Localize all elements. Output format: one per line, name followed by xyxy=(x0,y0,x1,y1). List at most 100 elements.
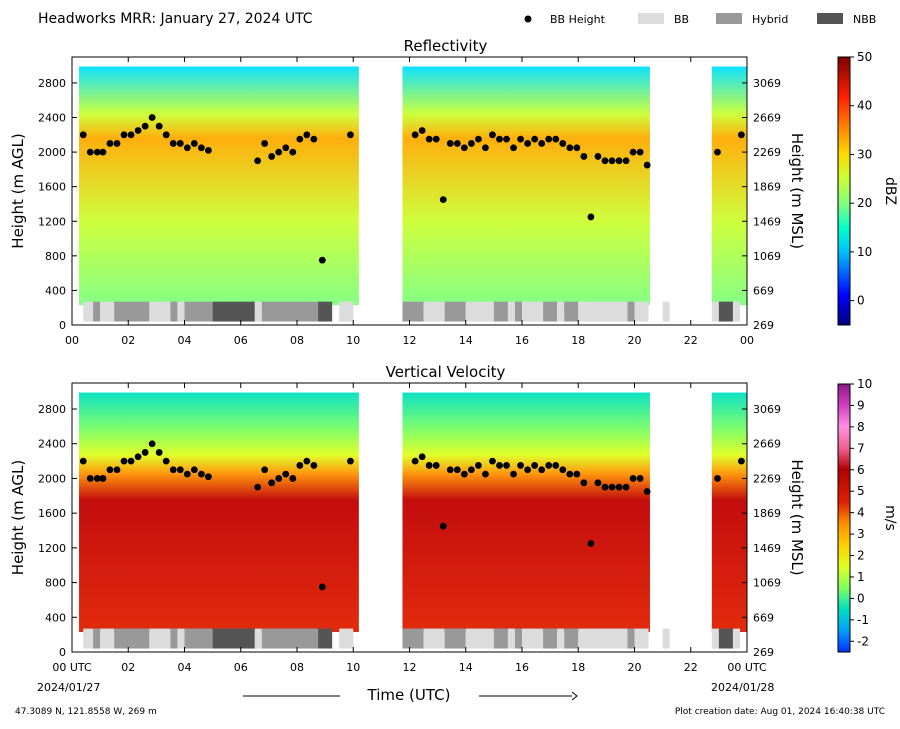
x-tick-label: 00 xyxy=(65,334,79,347)
bb-height-point xyxy=(552,462,560,469)
header-legend: BB Height BB Hybrid NBB xyxy=(524,13,876,26)
bb-type-segment xyxy=(514,301,522,322)
bb-height-point xyxy=(155,449,163,456)
y-axis-label-right: Height (m MSL) xyxy=(788,133,806,249)
colorbar-tick-label: -1 xyxy=(857,613,869,627)
x-tick-label: 10 xyxy=(346,661,360,674)
bb-height-point xyxy=(425,135,433,143)
x-tick-label: 16 xyxy=(515,661,529,674)
bb-height-point xyxy=(737,457,745,465)
x-tick-label: 22 xyxy=(684,661,698,674)
bb-type-segment xyxy=(149,301,171,322)
bb-height-point xyxy=(636,148,644,156)
bb-height-point xyxy=(113,466,121,474)
legend-bb-label: BB xyxy=(674,13,689,26)
end-date-label: 2024/01/28 xyxy=(711,681,774,694)
y-tick-label: 1600 xyxy=(38,507,66,520)
bb-height-point xyxy=(496,135,503,143)
bb-type-segment xyxy=(465,301,494,322)
bb-type-segment xyxy=(83,628,94,649)
x-tick-label: 20 xyxy=(628,334,642,347)
bb-height-point xyxy=(580,479,588,487)
bb-height-point xyxy=(552,135,560,143)
x-tick-label: 02 xyxy=(121,334,135,347)
reflectivity-field-block xyxy=(79,66,359,306)
creation-date-label: Plot creation date: Aug 01, 2024 16:40:3… xyxy=(675,707,885,717)
bb-type-segment xyxy=(543,628,558,649)
bb-type-segment xyxy=(177,301,185,322)
y-tick-label-right: 669 xyxy=(753,611,774,624)
x-tick-label: 20 xyxy=(628,661,642,674)
bb-height-point xyxy=(268,479,276,487)
y-tick-label-right: 2669 xyxy=(753,438,781,451)
colorbar-tick-label: 6 xyxy=(857,463,865,477)
bb-height-point xyxy=(411,131,419,139)
bb-type-segment xyxy=(507,628,515,649)
colorbar-tick-label: 10 xyxy=(857,245,872,259)
bb-type-segment xyxy=(184,628,213,649)
y-tick-label: 2000 xyxy=(38,146,66,159)
x-tick-label: 04 xyxy=(178,661,192,674)
bb-height-point xyxy=(622,157,630,165)
bb-type-segment xyxy=(662,301,670,322)
bb-type-segment xyxy=(507,301,515,322)
bb-height-point xyxy=(296,462,304,469)
vertical-velocity-panel: Vertical Velocity 0 269 400 669 800 1069 1200 14… xyxy=(9,363,806,674)
y-tick-label: 2800 xyxy=(38,403,66,416)
bb-height-point xyxy=(439,522,447,530)
y-tick-label-right: 2669 xyxy=(753,112,781,125)
bb-type-segment xyxy=(711,301,719,322)
y-tick-label: 400 xyxy=(45,284,66,297)
bb-type-segment xyxy=(732,628,740,649)
vertical-velocity-field-block xyxy=(711,392,747,633)
bb-type-segment xyxy=(564,301,579,322)
colorbar-tick-label: 10 xyxy=(857,377,872,391)
bb-type-segment xyxy=(339,301,354,322)
bb-height-point xyxy=(162,457,170,465)
colorbar-tick-label: 4 xyxy=(857,506,865,520)
bb-height-point xyxy=(524,140,532,147)
y-tick-label: 800 xyxy=(45,250,66,263)
bb-height-point xyxy=(482,470,489,478)
bb-height-point xyxy=(643,161,651,169)
bb-height-point xyxy=(120,457,128,465)
y-tick-label-right: 2269 xyxy=(753,472,781,485)
bb-height-point xyxy=(205,473,212,481)
bb-height-point xyxy=(86,148,94,156)
bb-height-point xyxy=(99,148,107,156)
bb-height-point xyxy=(439,196,447,204)
vertical-velocity-field-block xyxy=(402,392,650,633)
y-tick-label-right: 269 xyxy=(753,646,774,659)
bb-type-segment xyxy=(557,301,565,322)
y-tick-label: 800 xyxy=(45,577,66,590)
bb-height-point xyxy=(425,462,433,469)
bb-height-point xyxy=(531,135,539,143)
colorbar-tick-label: 50 xyxy=(857,50,872,64)
bb-height-point xyxy=(643,488,651,495)
x-tick-label: 22 xyxy=(684,334,698,347)
bb-height-point xyxy=(418,127,426,134)
bb-height-point xyxy=(601,157,609,165)
bb-height-point xyxy=(489,131,496,139)
bb-type-segment xyxy=(170,301,178,322)
y-tick-label: 0 xyxy=(59,319,66,332)
x-tick-label: 18 xyxy=(571,661,585,674)
bb-height-point xyxy=(566,144,574,152)
y-tick-label-right: 1469 xyxy=(753,542,781,555)
bb-height-point xyxy=(608,483,616,491)
colorbar-tick-label: 1 xyxy=(857,570,865,584)
bb-height-point xyxy=(482,144,489,152)
bb-height-point xyxy=(254,157,262,165)
bb-type-segment xyxy=(543,301,558,322)
x-tick-label: 06 xyxy=(234,334,248,347)
bb-height-point xyxy=(106,466,114,474)
bb-height-point xyxy=(169,140,177,147)
bb-height-point xyxy=(261,466,269,474)
bb-height-point xyxy=(106,140,114,147)
bb-height-point xyxy=(134,453,142,461)
bb-height-point xyxy=(489,457,496,465)
bb-height-point xyxy=(446,466,454,474)
y-tick-label-right: 669 xyxy=(753,284,774,297)
bb-height-point xyxy=(629,475,637,482)
bb-type-segment xyxy=(718,301,733,322)
